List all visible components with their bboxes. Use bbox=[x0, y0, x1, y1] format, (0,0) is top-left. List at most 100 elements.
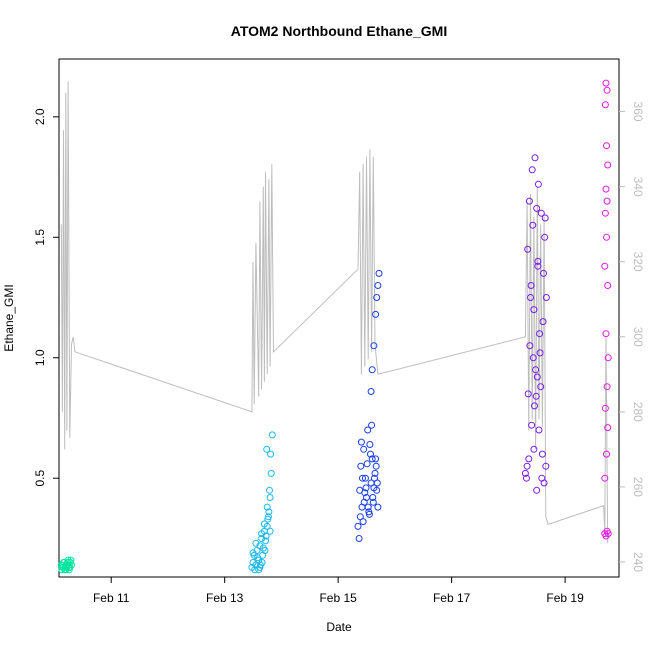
data-point-s1 bbox=[252, 539, 260, 547]
data-point-s3 bbox=[541, 214, 549, 222]
data-point-s3 bbox=[537, 383, 545, 391]
data-point-s2 bbox=[355, 535, 363, 542]
data-point-s4 bbox=[602, 330, 610, 338]
data-point-s1 bbox=[267, 450, 275, 458]
data-point-s3 bbox=[530, 445, 538, 453]
data-point-s4 bbox=[604, 424, 612, 432]
data-point-s3 bbox=[533, 486, 541, 494]
data-point-s1 bbox=[266, 527, 274, 535]
altitude-layer bbox=[60, 81, 609, 544]
data-point-s3 bbox=[530, 306, 538, 314]
data-point-s3 bbox=[527, 294, 534, 301]
data-point-s4 bbox=[604, 354, 612, 362]
data-point-s2 bbox=[367, 388, 375, 395]
data-point-s3 bbox=[526, 342, 534, 350]
data-point-s4 bbox=[601, 209, 609, 217]
points-layer bbox=[57, 79, 612, 574]
data-point-s3 bbox=[525, 455, 533, 463]
data-point-s1 bbox=[262, 537, 269, 545]
data-point-s3 bbox=[529, 354, 537, 362]
data-point-s1 bbox=[263, 445, 271, 453]
y-axis-label: Ethane_GMI bbox=[2, 284, 16, 351]
data-point-s1 bbox=[265, 508, 273, 516]
data-point-s0 bbox=[65, 563, 73, 571]
data-point-s2 bbox=[366, 441, 374, 448]
data-point-s3 bbox=[524, 245, 532, 253]
data-point-s3 bbox=[538, 450, 546, 458]
data-point-s3 bbox=[534, 180, 542, 188]
data-point-s3 bbox=[533, 373, 541, 381]
right-y-tick-label: 340 bbox=[631, 177, 645, 197]
x-tick-label: Feb 17 bbox=[433, 591, 471, 605]
data-point-s3 bbox=[527, 282, 535, 289]
data-point-s2 bbox=[354, 522, 362, 530]
data-point-s3 bbox=[531, 402, 538, 410]
data-point-s3 bbox=[539, 318, 547, 326]
data-point-s2 bbox=[356, 513, 364, 521]
altitude-line bbox=[60, 81, 609, 544]
data-point-s1 bbox=[267, 469, 275, 477]
y-tick-label: 1.5 bbox=[33, 229, 47, 246]
x-tick-label: Feb 11 bbox=[93, 591, 130, 605]
x-tick-label: Feb 19 bbox=[546, 591, 584, 605]
right-y-tick-label: 240 bbox=[631, 552, 645, 572]
data-point-s3 bbox=[537, 209, 545, 217]
data-point-s4 bbox=[603, 197, 611, 205]
data-point-s1 bbox=[263, 503, 271, 511]
right-y-tick-label: 260 bbox=[631, 477, 645, 497]
data-point-s1 bbox=[268, 431, 276, 439]
y-tick-label: 0.5 bbox=[33, 470, 47, 487]
x-tick-label: Feb 13 bbox=[206, 591, 244, 605]
data-point-s3 bbox=[529, 221, 537, 229]
data-point-s4 bbox=[602, 532, 610, 540]
right-y-tick-label: 280 bbox=[631, 402, 645, 422]
data-point-s4 bbox=[603, 86, 611, 94]
data-point-s3 bbox=[531, 154, 539, 162]
data-point-s2 bbox=[368, 421, 376, 429]
data-point-s4 bbox=[604, 530, 612, 538]
data-point-s3 bbox=[532, 366, 540, 374]
data-point-s4 bbox=[604, 161, 612, 169]
data-point-s4 bbox=[603, 142, 610, 150]
data-point-s2 bbox=[359, 474, 366, 482]
data-point-s2 bbox=[368, 366, 376, 374]
data-point-s2 bbox=[372, 455, 380, 463]
data-point-s1 bbox=[258, 530, 266, 538]
data-point-s3 bbox=[536, 349, 544, 357]
data-point-s2 bbox=[372, 310, 380, 318]
data-point-s3 bbox=[525, 197, 533, 205]
data-point-s3 bbox=[542, 294, 550, 301]
data-point-s2 bbox=[374, 503, 382, 511]
data-point-s2 bbox=[361, 489, 369, 497]
data-point-s2 bbox=[364, 426, 372, 434]
data-point-s3 bbox=[535, 426, 543, 434]
data-point-s1 bbox=[261, 547, 269, 554]
data-point-s4 bbox=[603, 450, 610, 458]
data-point-s4 bbox=[602, 185, 610, 193]
data-point-s2 bbox=[370, 484, 378, 492]
data-point-s2 bbox=[369, 494, 377, 501]
chart-title: ATOM2 Northbound Ethane_GMI bbox=[231, 23, 447, 39]
data-point-s4 bbox=[604, 282, 612, 289]
data-point-s2 bbox=[357, 462, 365, 470]
data-point-s3 bbox=[521, 469, 529, 477]
right-y-tick-label: 360 bbox=[631, 102, 645, 122]
data-point-s3 bbox=[534, 262, 542, 270]
data-point-s3 bbox=[541, 233, 549, 241]
data-point-s3 bbox=[540, 269, 547, 277]
data-point-s2 bbox=[360, 445, 368, 453]
y-tick-label: 1.0 bbox=[33, 349, 47, 366]
data-point-s2 bbox=[372, 462, 380, 470]
data-point-s2 bbox=[373, 294, 381, 301]
right-y-tick-label: 320 bbox=[631, 252, 645, 272]
data-point-s2 bbox=[363, 460, 371, 468]
data-point-s4 bbox=[601, 101, 609, 109]
data-point-s3 bbox=[528, 421, 536, 429]
data-point-s3 bbox=[542, 462, 550, 470]
right-y-tick-label: 300 bbox=[631, 327, 645, 347]
data-point-s4 bbox=[601, 262, 609, 270]
data-point-s3 bbox=[528, 166, 536, 174]
data-point-s2 bbox=[374, 282, 382, 289]
data-point-s1 bbox=[249, 549, 257, 557]
